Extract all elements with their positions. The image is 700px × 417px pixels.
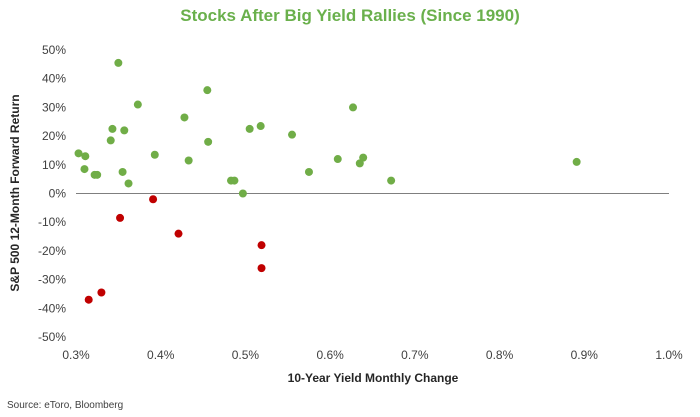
x-tick-label: 0.3% xyxy=(62,348,90,362)
y-tick-label: 50% xyxy=(42,43,66,57)
negative-return-point xyxy=(116,213,125,222)
y-tick-label: 30% xyxy=(42,100,66,114)
y-tick-label: 0% xyxy=(49,187,67,201)
positive-return-point xyxy=(238,189,247,198)
positive-return-point xyxy=(120,126,129,135)
positive-return-point xyxy=(184,156,193,165)
positive-return-point xyxy=(114,58,123,67)
y-tick-label: -50% xyxy=(38,330,66,344)
negative-return-point xyxy=(149,195,158,204)
y-tick-label: 40% xyxy=(42,72,66,86)
y-tick-label: -40% xyxy=(38,301,66,315)
x-axis-ticks: 0.3% 0.4% 0.5% 0.6% 0.7% 0.8% 0.9% 1.0% xyxy=(62,348,683,362)
x-tick-label: 0.6% xyxy=(316,348,344,362)
x-tick-label: 0.8% xyxy=(486,348,514,362)
y-tick-label: 10% xyxy=(42,158,66,172)
y-tick-label: -10% xyxy=(38,215,66,229)
positive-return-point xyxy=(245,124,254,133)
positive-return-point xyxy=(204,137,213,146)
positive-return-point xyxy=(74,149,83,158)
positive-return-point xyxy=(80,165,89,174)
x-tick-label: 1.0% xyxy=(655,348,683,362)
y-axis-title: S&P 500 12-Month Forward Return xyxy=(8,94,22,291)
positive-return-point xyxy=(572,157,581,166)
x-tick-label: 0.5% xyxy=(232,348,260,362)
y-tick-label: -30% xyxy=(38,273,66,287)
x-axis-title: 10-Year Yield Monthly Change xyxy=(288,371,459,385)
positive-return-point xyxy=(387,176,396,185)
positive-return-point xyxy=(203,86,212,95)
positive-return-point xyxy=(304,167,313,176)
positive-return-point xyxy=(180,113,189,122)
negative-return-point xyxy=(257,241,266,250)
positive-return-point xyxy=(349,103,358,112)
x-tick-label: 0.9% xyxy=(571,348,599,362)
source-note: Source: eToro, Bloomberg xyxy=(7,400,124,411)
y-tick-label: 20% xyxy=(42,129,66,143)
y-axis-ticks: 50% 40% 30% 20% 10% 0% -10% -20% -30% -40% -50% xyxy=(38,43,66,344)
positive-return-point xyxy=(333,155,342,164)
data-points xyxy=(74,58,581,304)
x-tick-label: 0.4% xyxy=(147,348,175,362)
y-tick-label: -20% xyxy=(38,244,66,258)
negative-return-point xyxy=(97,288,106,297)
positive-return-point xyxy=(118,167,127,176)
positive-return-point xyxy=(124,179,133,188)
negative-return-point xyxy=(84,295,93,304)
chart-title: Stocks After Big Yield Rallies (Since 19… xyxy=(180,6,520,25)
negative-return-point xyxy=(257,264,266,273)
positive-return-point xyxy=(359,153,368,162)
x-tick-label: 0.7% xyxy=(401,348,429,362)
positive-return-point xyxy=(93,170,102,179)
positive-return-point xyxy=(108,124,117,133)
negative-return-point xyxy=(174,229,183,238)
positive-return-point xyxy=(256,122,265,131)
positive-return-point xyxy=(230,176,239,185)
positive-return-point xyxy=(288,130,297,139)
positive-return-point xyxy=(81,152,90,161)
positive-return-point xyxy=(133,100,142,109)
positive-return-point xyxy=(106,136,115,145)
positive-return-point xyxy=(150,150,159,159)
